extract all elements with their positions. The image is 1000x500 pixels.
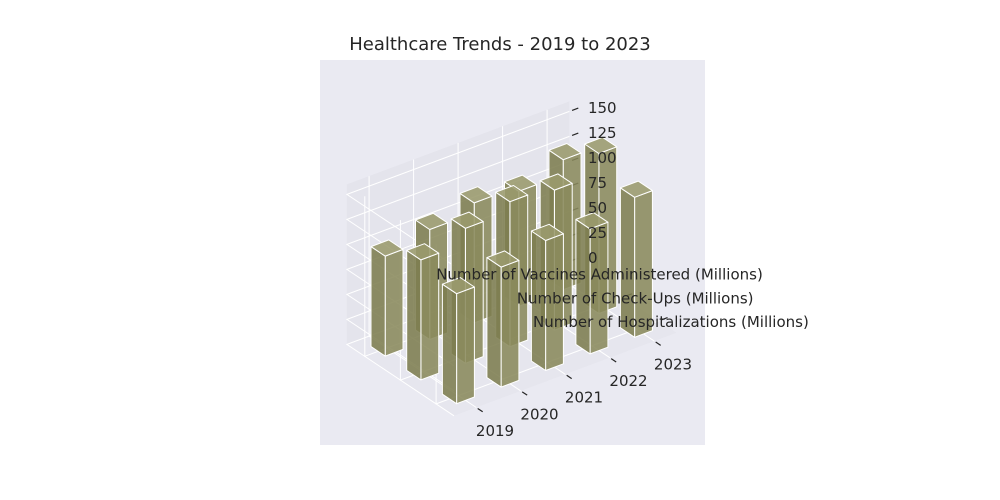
z-tick-label: 150 xyxy=(588,99,617,117)
bar-top-face xyxy=(486,250,520,268)
x-tick-label: 2021 xyxy=(565,389,603,407)
x-grid-line xyxy=(368,176,477,408)
bar-top-face xyxy=(495,185,529,203)
x-tick-mark xyxy=(477,407,484,413)
x-tick-mark xyxy=(655,341,662,346)
bar-2019-series-0 xyxy=(370,239,404,357)
x-tick-label: 2022 xyxy=(609,372,647,390)
y-tick-label: Number of Check-Ups (Millions) xyxy=(517,289,754,307)
x-tick-label: 2023 xyxy=(654,355,692,373)
x-tick-label: 2019 xyxy=(476,422,514,440)
chart-title: Healthcare Trends - 2019 to 2023 xyxy=(349,34,651,55)
bar-front-face xyxy=(456,286,475,405)
bar-side-face xyxy=(441,283,458,405)
y-tick-label: Number of Hospitalizations (Millions) xyxy=(533,313,809,331)
bar-top-face xyxy=(575,212,609,230)
bar-2019-series-1 xyxy=(406,243,440,381)
bar-side-face xyxy=(406,249,422,381)
chart-bars xyxy=(370,136,653,405)
x-tick-label: 2020 xyxy=(520,405,558,423)
z-tick-label: 0 xyxy=(588,249,598,267)
bar-top-face xyxy=(459,186,493,204)
z-tick-label: 125 xyxy=(588,124,617,142)
y-tick-label: Number of Vaccines Administered (Million… xyxy=(436,266,763,284)
y-tick-mark xyxy=(661,317,668,321)
bar-front-face xyxy=(384,248,404,357)
bar-top-face xyxy=(441,277,475,295)
bar-top-face xyxy=(548,143,582,161)
bar-top-face xyxy=(406,243,440,261)
z-tick-label: 25 xyxy=(588,224,607,242)
z-tick-label: 50 xyxy=(588,199,607,217)
z-tick-mark xyxy=(571,107,579,111)
bar-2023-series-2 xyxy=(619,180,653,338)
x-tick-mark xyxy=(610,358,617,363)
x-tick-mark xyxy=(566,374,573,380)
z-tick-mark xyxy=(571,132,579,136)
bar-2022-series-2 xyxy=(575,212,609,355)
bar-top-face xyxy=(619,180,653,198)
bar-top-face xyxy=(370,239,404,257)
bar-2019-series-2 xyxy=(441,277,475,405)
bar-top-face xyxy=(539,173,573,191)
z-tick-label: 75 xyxy=(588,174,607,192)
bar-top-face xyxy=(450,211,484,229)
chart-tick-labels: 2019 2020 2021 2022 2023 Number of Vaccines A… xyxy=(436,99,809,440)
bar-top-face xyxy=(584,136,618,154)
z-tick-label: 100 xyxy=(588,149,617,167)
bar-top-face xyxy=(530,223,564,241)
bar-2021-series-2 xyxy=(530,223,564,371)
x-tick-mark xyxy=(521,391,528,396)
bar-2020-series-2 xyxy=(486,250,520,388)
bar-side-face xyxy=(370,246,386,357)
bar-top-face xyxy=(415,212,448,230)
